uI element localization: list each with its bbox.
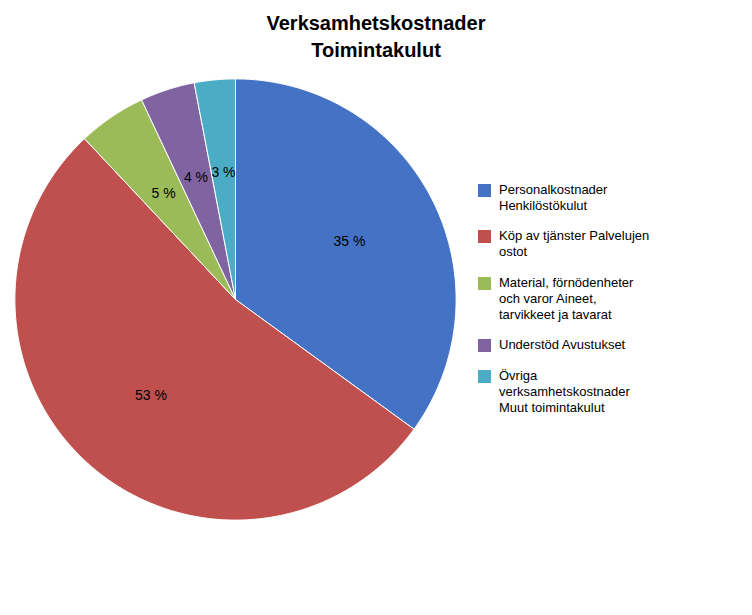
html-text:Personalkostnader Henkilöstöku: Personalkostnader Henkilöstökulut xyxy=(499,181,608,213)
svg-text:4 %: 4 % xyxy=(184,169,208,185)
html-text:Övriga verksamhetskostnader Mu: Övriga verksamhetskostnader Muut toimint… xyxy=(499,367,630,416)
html-text:Material, förnödenheter och va: Material, förnödenheter och varor Aineet… xyxy=(499,274,634,323)
svg-text:5 %: 5 % xyxy=(152,185,176,201)
svg-text:3 %: 3 % xyxy=(211,164,235,180)
svg-text:53 %: 53 % xyxy=(135,387,167,403)
html-text:Köp av tjänster Palvelujen ost: Köp av tjänster Palvelujen ostot xyxy=(499,228,650,260)
svg-text:35 %: 35 % xyxy=(334,233,366,249)
html-text:Verksamhetskostnader Toimintak: Verksamhetskostnader Toimintakulut xyxy=(266,12,486,61)
html-text:Understöd Avustukset: Understöd Avustukset xyxy=(499,337,626,353)
